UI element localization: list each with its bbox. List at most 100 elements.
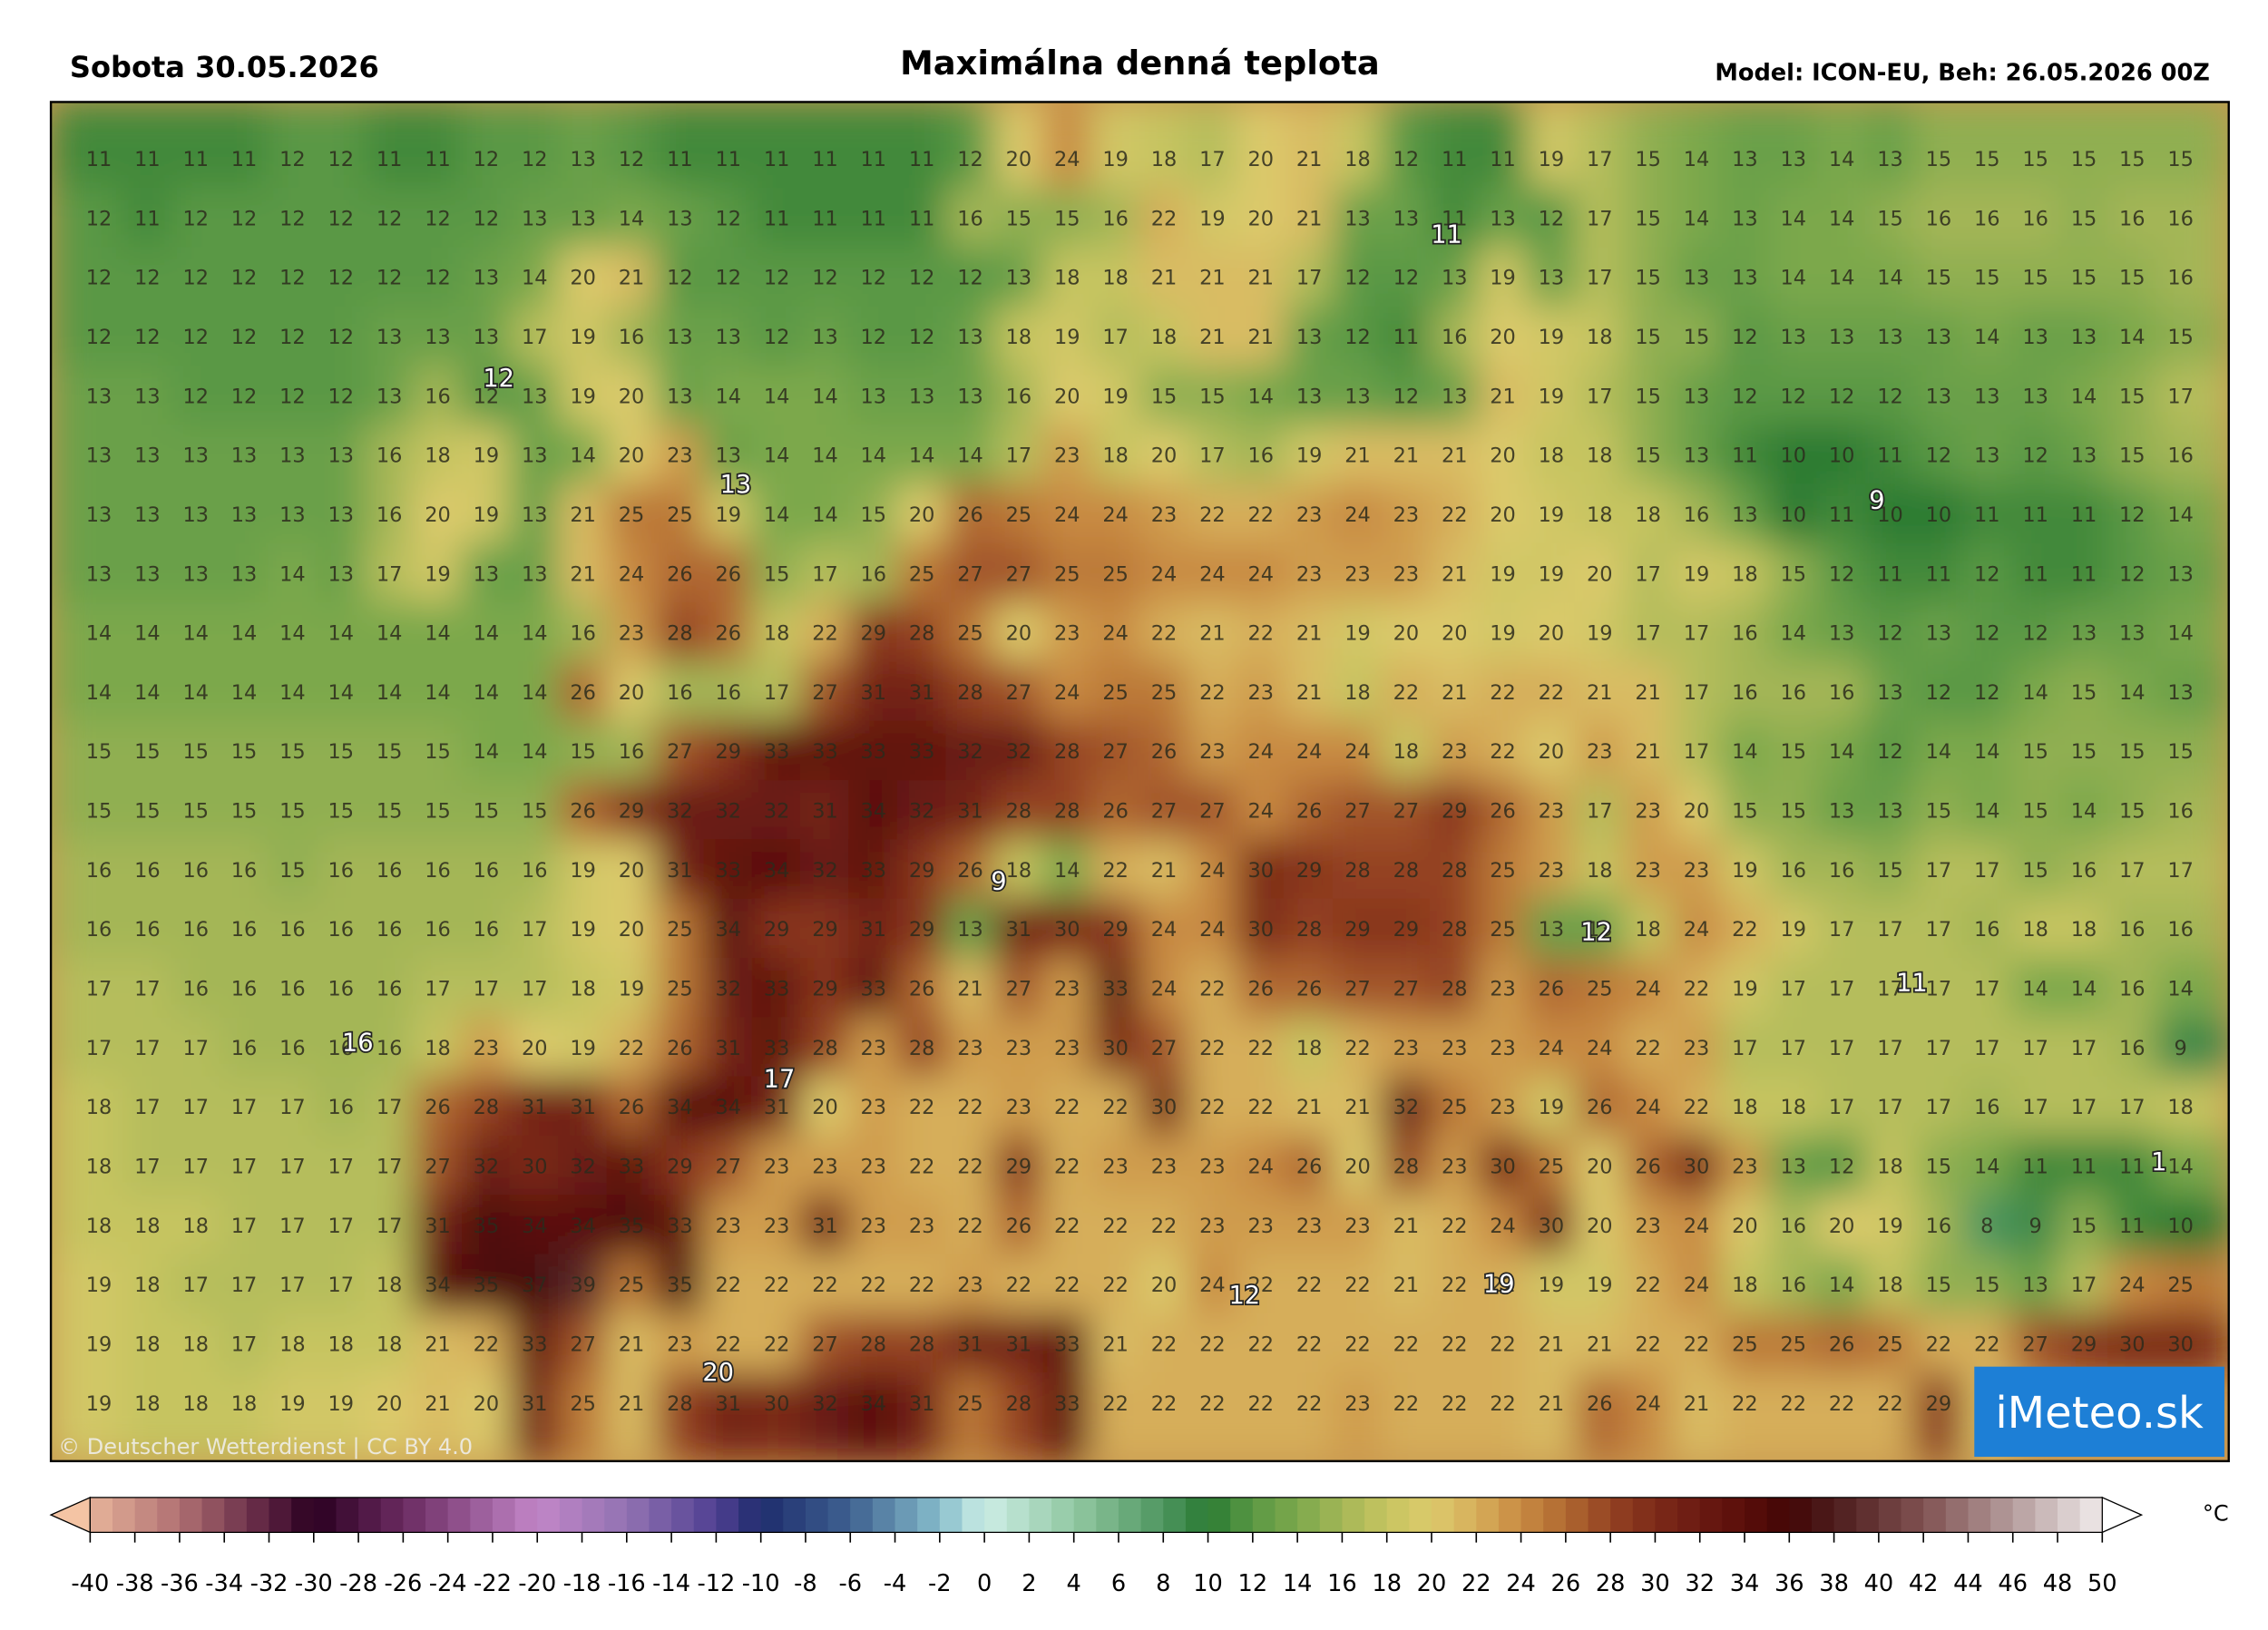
temperature-cell [122, 1313, 172, 1374]
temperature-cell [799, 1076, 850, 1137]
temperature-value: 24 [1684, 918, 1710, 942]
temperature-value: 13 [182, 503, 209, 527]
temperature-cell [1719, 1017, 1770, 1079]
temperature-cell [1478, 306, 1529, 367]
temperature-cell [267, 306, 318, 367]
temperature-cell [1187, 1254, 1237, 1315]
temperature-value: 13 [1684, 385, 1710, 408]
temperature-cell [171, 1254, 221, 1315]
temperature-cell [267, 1076, 318, 1137]
temperature-cell [2156, 898, 2229, 960]
temperature-cell [1139, 306, 1189, 367]
temperature-cell [1574, 102, 1625, 190]
temperature-cell [654, 1254, 705, 1315]
temperature-cell [267, 1195, 318, 1256]
temperature-cell [751, 483, 802, 545]
temperature-cell [1187, 425, 1237, 486]
temperature-value: 27 [812, 681, 838, 705]
temperature-value: 15 [134, 800, 161, 824]
temperature-value: 14 [1780, 622, 1806, 646]
temperature-cell [896, 661, 947, 723]
temperature-cell [1284, 1313, 1334, 1374]
temperature-cell [171, 425, 221, 486]
temperature-cell [1865, 720, 1915, 782]
temperature-cell [1961, 187, 2012, 249]
temperature-cell [896, 1076, 947, 1137]
temperature-cell [1768, 1372, 1819, 1461]
temperature-cell [1187, 483, 1237, 545]
temperature-cell [1768, 425, 1819, 486]
temperature-value: 17 [86, 1037, 112, 1060]
temperature-cell [1139, 425, 1189, 486]
temperature-value: 25 [1490, 918, 1516, 942]
temperature-cell [799, 247, 850, 308]
temperature-cell [1768, 1313, 1819, 1374]
temperature-cell [945, 425, 996, 486]
colorbar-segment [1163, 1497, 1187, 1533]
temperature-cell [1623, 1017, 1674, 1079]
temperature-value: 16 [2167, 267, 2194, 290]
temperature-value: 12 [231, 207, 258, 230]
temperature-cell [316, 957, 367, 1019]
temperature-value: 13 [1732, 207, 1758, 230]
colorbar-segment [1811, 1497, 1835, 1533]
temperature-value: 31 [1006, 1332, 1032, 1356]
temperature-value: 17 [328, 1155, 355, 1178]
temperature-value: 23 [1393, 1037, 1420, 1060]
temperature-cell [122, 1372, 172, 1461]
temperature-cell [799, 661, 850, 723]
temperature-value: 13 [328, 562, 355, 586]
temperature-value: 17 [1926, 859, 1952, 883]
temperature-value: 28 [957, 681, 983, 705]
temperature-cell [1381, 839, 1432, 901]
colorbar-segment [827, 1497, 851, 1533]
temperature-value: 13 [474, 267, 500, 290]
temperature-cell [122, 306, 172, 367]
temperature-value: 12 [619, 148, 645, 171]
temperature-value: 13 [2071, 444, 2097, 468]
temperature-cell [1526, 1372, 1577, 1461]
temperature-cell [413, 780, 464, 841]
temperature-value: 12 [1877, 385, 1903, 408]
temperature-value: 22 [1393, 681, 1420, 705]
temperature-cell [1574, 1135, 1625, 1196]
temperature-value: 14 [2167, 503, 2194, 527]
colorbar-tick-label: -36 [161, 1570, 199, 1597]
temperature-cell [751, 1076, 802, 1137]
temperature-cell [1816, 542, 1867, 604]
temperature-cell [1236, 1135, 1286, 1196]
temperature-value: 17 [1102, 326, 1129, 349]
temperature-value: 16 [231, 1037, 258, 1060]
temperature-cell [2010, 187, 2061, 249]
temperature-value: 15 [376, 800, 403, 824]
temperature-value: 12 [909, 326, 935, 349]
temperature-value: 19 [1732, 859, 1758, 883]
temperature-cell [993, 1135, 1044, 1196]
temperature-cell [509, 247, 560, 308]
temperature-cell [2156, 247, 2229, 308]
temperature-cell [1284, 1076, 1334, 1137]
temperature-cell [1526, 839, 1577, 901]
temperature-value: 27 [1151, 800, 1178, 824]
temperature-value: 14 [1974, 326, 2000, 349]
temperature-value: 16 [376, 859, 403, 883]
temperature-value: 27 [812, 1332, 838, 1356]
temperature-value: 33 [764, 1037, 790, 1060]
temperature-value: 22 [1247, 1274, 1274, 1297]
temperature-value: 13 [812, 326, 838, 349]
temperature-value: 22 [812, 1274, 838, 1297]
temperature-value: 14 [1829, 1274, 1855, 1297]
temperature-value: 25 [1054, 562, 1080, 586]
temperature-value: 18 [425, 444, 451, 468]
temperature-value: 21 [1635, 681, 1661, 705]
temperature-value: 15 [1780, 800, 1806, 824]
temperature-field [51, 102, 2229, 1461]
temperature-value: 32 [812, 859, 838, 883]
temperature-value: 17 [1974, 859, 2000, 883]
temperature-value: 22 [861, 1274, 887, 1297]
temperature-value: 20 [1151, 1274, 1178, 1297]
temperature-value: 16 [1926, 1215, 1952, 1238]
colorbar-tick-label: 32 [1685, 1570, 1715, 1597]
temperature-cell [364, 957, 415, 1019]
temperature-value: 23 [1296, 562, 1323, 586]
